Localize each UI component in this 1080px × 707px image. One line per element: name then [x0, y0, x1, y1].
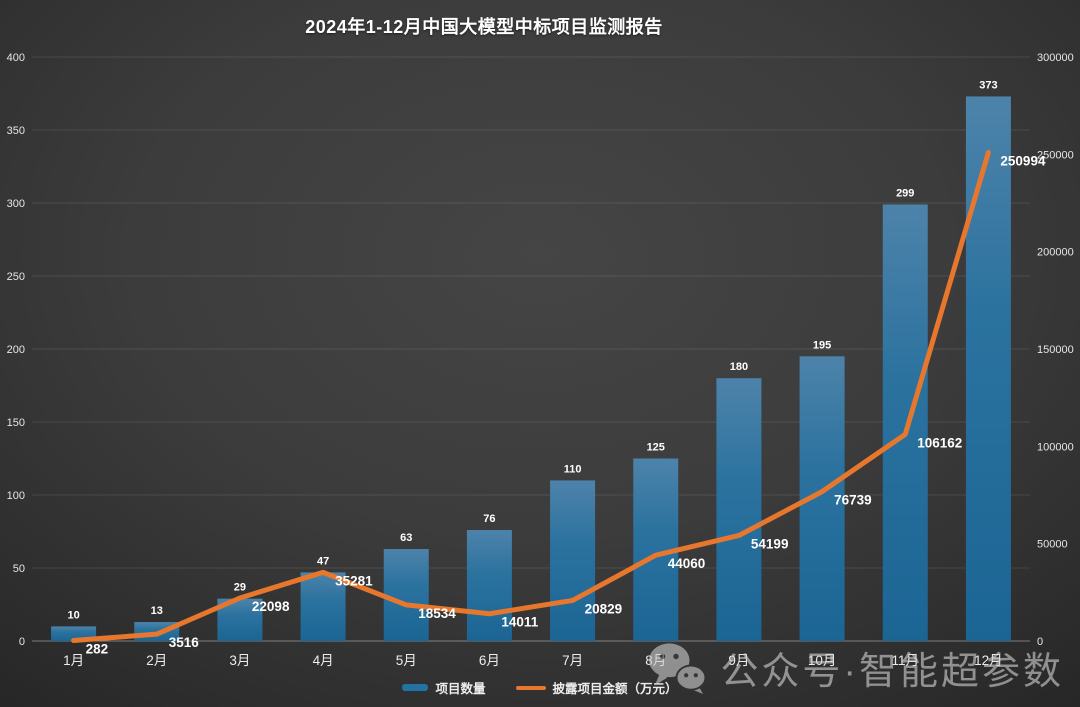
left-axis-tick-150: 150 — [7, 417, 25, 429]
left-axis-tick-200: 200 — [7, 344, 25, 356]
right-axis-tick-250000: 250000 — [1037, 149, 1074, 161]
bar-label-12月: 373 — [979, 79, 997, 91]
bar-series-label: 项目数量 — [435, 682, 486, 696]
bar-label-8月: 125 — [647, 442, 665, 454]
bar-5月 — [383, 549, 429, 641]
left-axis-tick-350: 350 — [7, 125, 25, 137]
line-label-1月: 282 — [86, 641, 109, 656]
bar-12月 — [965, 96, 1011, 642]
watermark: 公众号·智能超参数 — [646, 640, 1064, 695]
bar-label-4月: 47 — [317, 555, 329, 567]
line-label-6月: 14011 — [501, 615, 538, 630]
legend-item-line-series: 披露项目金额（万元） — [515, 678, 678, 697]
left-axis-tick-400: 400 — [7, 52, 25, 64]
line-label-3月: 22098 — [252, 599, 290, 614]
bar-7月 — [550, 480, 596, 641]
right-axis-tick-0: 0 — [1037, 636, 1043, 648]
x-axis-label-10月: 10月 — [808, 653, 837, 668]
bar-label-5月: 63 — [400, 532, 412, 544]
bar-label-1月: 10 — [67, 609, 79, 621]
right-axis-tick-100000: 100000 — [1037, 441, 1074, 453]
right-axis-tick-150000: 150000 — [1037, 344, 1074, 356]
left-axis-tick-250: 250 — [7, 271, 25, 283]
bar-series-swatch — [402, 684, 429, 691]
wechat-icon — [649, 642, 707, 694]
bar-label-7月: 110 — [564, 463, 582, 475]
right-axis-tick-50000: 50000 — [1037, 539, 1068, 551]
line-label-12月: 250994 — [1000, 153, 1046, 168]
bar-4月 — [300, 572, 346, 641]
left-axis-tick-0: 0 — [19, 636, 25, 648]
line-series — [71, 149, 991, 643]
watermark-text: 公众号·智能超参数 — [720, 651, 1064, 693]
x-axis-label-1月: 1月 — [63, 653, 84, 668]
line-label-7月: 20829 — [585, 601, 623, 616]
line-label-10月: 76739 — [834, 493, 872, 508]
line-label-4月: 35281 — [335, 573, 373, 588]
x-axis-label-6月: 6月 — [479, 653, 500, 668]
bar-6月 — [466, 530, 512, 641]
line-label-11月: 106162 — [917, 435, 962, 450]
legend-item-bar-series: 项目数量 — [402, 678, 486, 697]
x-axis-label-11月: 11月 — [891, 653, 919, 668]
x-axis-label-7月: 7月 — [562, 653, 583, 668]
bar-label-9月: 180 — [730, 361, 748, 373]
line-label-5月: 18534 — [418, 606, 456, 621]
x-axis-label-12月: 12月 — [974, 653, 1003, 668]
left-axis-tick-100: 100 — [7, 490, 25, 502]
x-axis-label-3月: 3月 — [229, 653, 250, 668]
x-axis-label-9月: 9月 — [728, 653, 749, 668]
bar-11月 — [882, 204, 928, 641]
bar-label-11月: 299 — [896, 187, 914, 199]
bar-label-10月: 195 — [813, 339, 831, 351]
line-label-8月: 44060 — [668, 556, 706, 571]
chart-title: 2024年1-12月中国大模型中标项目监测报告 — [305, 17, 663, 37]
line-series-swatch — [515, 685, 546, 690]
bar-9月 — [716, 378, 762, 641]
bar-label-6月: 76 — [483, 513, 495, 525]
bar-label-2月: 13 — [151, 605, 163, 617]
x-axis-label-2月: 2月 — [146, 653, 167, 668]
x-axis-label-5月: 5月 — [396, 653, 417, 668]
right-axis-tick-300000: 300000 — [1037, 52, 1074, 64]
line-label-9月: 54199 — [751, 536, 789, 551]
line-series-label: 披露项目金额（万元） — [552, 682, 678, 696]
bar-label-3月: 29 — [234, 582, 246, 594]
x-axis-label-4月: 4月 — [313, 653, 334, 668]
left-axis-tick-50: 50 — [13, 563, 25, 575]
left-axis-tick-300: 300 — [7, 198, 25, 210]
right-axis-tick-200000: 200000 — [1037, 247, 1074, 259]
line-label-2月: 3516 — [169, 635, 200, 650]
chart-legend: 项目数量 披露项目金额（万元） — [0, 678, 1080, 697]
